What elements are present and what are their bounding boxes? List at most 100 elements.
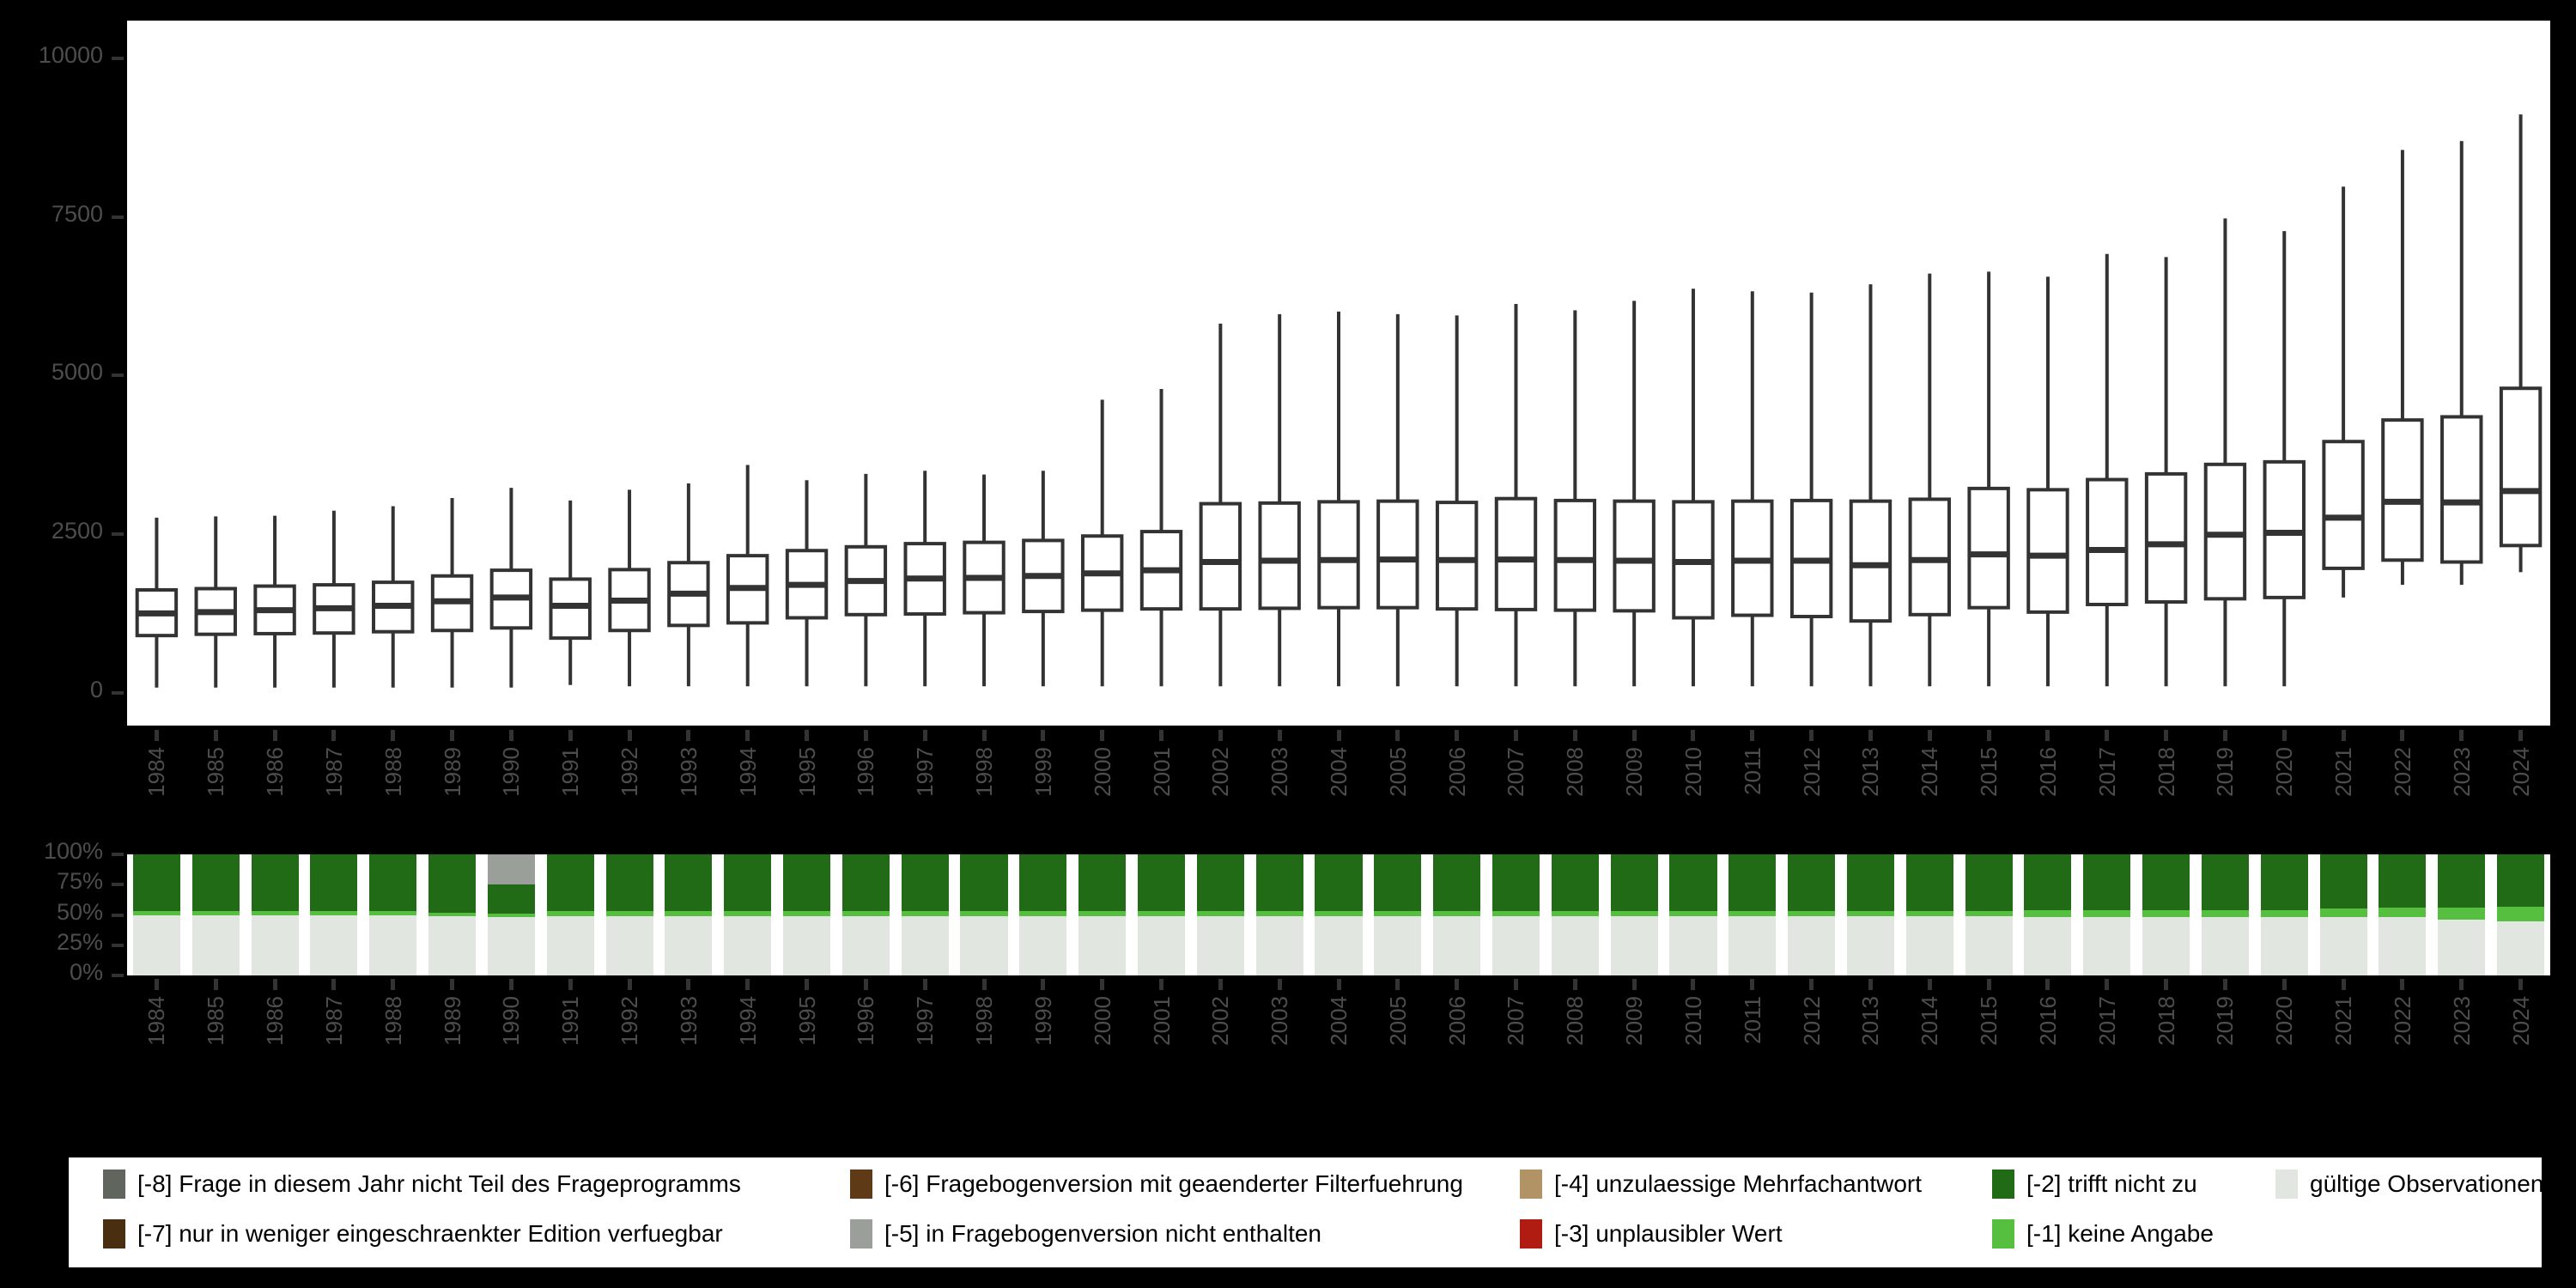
boxplot-box [1317,311,1360,687]
x-tick-mark [2281,730,2287,741]
stacked-bar [369,854,417,975]
stacked-bar-segment [605,911,653,916]
stacked-bar-segment [901,911,949,916]
x-tick-label: 2020 [2271,996,2298,1046]
x-tick-mark [1336,730,1341,741]
boxplot-box [2026,276,2069,687]
x-tick-mark [863,730,868,741]
x-tick-mark [1986,730,1991,741]
legend: [-8] Frage in diesem Jahr nicht Teil des… [69,1157,2543,1267]
stacked-bar-segment [2497,920,2545,975]
legend-item[interactable]: [-7] nur in weniger eingeschraenkter Edi… [103,1214,723,1254]
stacked-bar-segment [2319,854,2367,909]
stacked-bar [1078,854,1127,975]
legend-item[interactable]: [-8] Frage in diesem Jahr nicht Teil des… [103,1164,741,1204]
stacked-bar-segment [2379,854,2427,908]
stacked-bar [132,854,180,975]
x-tick-label: 1985 [203,996,229,1046]
stacked-bar [310,854,358,975]
legend-item[interactable]: [-6] Fragebogenversion mit geaenderter F… [850,1164,1463,1204]
stacked-bar [191,854,240,975]
stacked-bar [724,854,772,975]
legend-item[interactable]: gültige Observationen [2275,1164,2543,1204]
stacked-bar-segment [1610,915,1658,975]
boxplot-box [2263,231,2306,687]
boxplot-box [1022,471,1065,687]
x-tick-mark [1631,979,1637,990]
stacked-bar [2438,854,2486,975]
x-tick-mark [508,979,513,990]
x-tick-label: 1990 [498,996,525,1046]
stacked-bar-segment [724,911,772,916]
stacked-bar-segment [1078,915,1127,975]
stacked-bar-segment [1846,911,1894,916]
boxplot-box [1258,313,1301,687]
legend-swatch-icon [103,1219,125,1249]
legend-item[interactable]: [-1] keine Angabe [1992,1214,2214,1254]
x-tick-mark [2105,730,2110,741]
x-tick-mark [272,979,277,990]
stacked-bar [1492,854,1540,975]
x-tick-label: 2008 [1562,747,1589,797]
stacked-bar-segment [960,915,1008,975]
x-tick-mark [1455,730,1460,741]
boxplot-box [2440,141,2483,586]
x-tick-mark [1572,730,1577,741]
stacked-bar-segment [1019,854,1067,912]
stacked-bar-segment [487,854,535,885]
legend-label: [-7] nur in weniger eingeschraenkter Edi… [137,1220,723,1247]
legend-item[interactable]: [-2] trifft nicht zu [1992,1164,2197,1204]
boxplot-box [253,515,296,688]
stacked-bar-segment [2438,854,2486,908]
stacked-bar-segment [2083,917,2131,975]
x-tick-label: 2023 [2448,747,2475,797]
y-tick-mark [112,974,124,977]
boxplot-box [1435,315,1479,687]
boxplot-box [2203,218,2247,687]
legend-item[interactable]: [-5] in Fragebogenversion nicht enthalte… [850,1214,1321,1254]
x-tick-label: 2010 [1680,996,1706,1046]
stacked-bar-segment [428,854,477,913]
legend-label: [-4] unzulaessige Mehrfachantwort [1554,1170,1922,1197]
x-tick-mark [450,979,455,990]
x-tick-label: 1995 [793,996,820,1046]
stacked-bar-segment [665,911,713,916]
x-tick-mark [1809,979,1814,990]
stacked-bar-segment [2142,909,2190,918]
stacked-bar-segment [724,854,772,912]
y-tick-label: 2500 [51,518,103,544]
x-tick-label: 2018 [2153,996,2179,1046]
x-tick-mark [568,979,573,990]
x-tick-mark [1868,979,1873,990]
stacked-bar-segment [1315,915,1363,975]
legend-item[interactable]: [-4] unzulaessige Mehrfachantwort [1520,1164,1922,1204]
x-tick-mark [213,979,218,990]
stacked-bar-segment [1905,911,1953,916]
x-tick-mark [272,730,277,741]
x-tick-label: 1995 [793,747,820,797]
x-tick-mark [1750,979,1755,990]
stacked-bar-segment [841,854,890,912]
boxplot-box [1553,310,1597,687]
stacked-bar-segment [1137,854,1186,912]
x-tick-label: 1999 [1030,747,1056,797]
x-tick-label: 2023 [2448,996,2475,1046]
legend-label: [-8] Frage in diesem Jahr nicht Teil des… [137,1170,741,1197]
x-tick-mark [331,730,337,741]
stacked-bar-segment [2260,917,2308,975]
stacked-bar-segment [1610,854,1658,912]
x-tick-mark [1336,979,1341,990]
x-tick-label: 2019 [2212,996,2239,1046]
x-tick-label: 2003 [1267,747,1293,797]
stacked-bar [665,854,713,975]
boxplot-box [1080,399,1124,687]
x-tick-label: 1993 [675,996,702,1046]
x-tick-label: 2004 [1326,747,1352,797]
stacked-bar [1728,854,1777,975]
boxplot-box [903,471,946,687]
stacked-bar-segment [487,917,535,975]
legend-item[interactable]: [-3] unplausibler Wert [1520,1214,1783,1254]
x-tick-mark [2222,730,2227,741]
stacked-bar-segment [132,914,180,975]
